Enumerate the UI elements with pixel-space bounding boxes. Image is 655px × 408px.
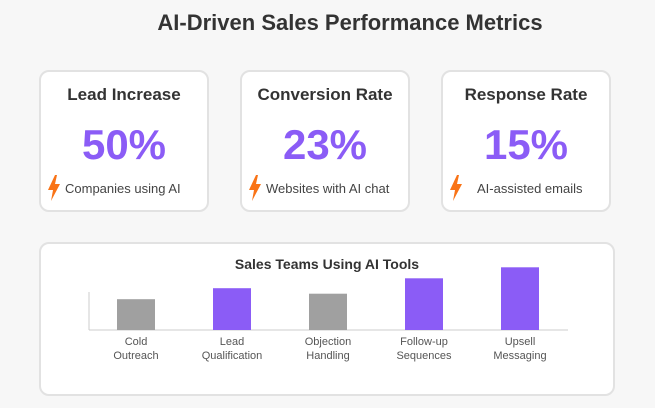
page-title: AI-Driven Sales Performance Metrics <box>157 10 543 35</box>
chart-bar <box>405 278 443 330</box>
x-tick-label: Objection <box>305 336 351 348</box>
metric-card-lead-increase: Lead Increase 50% Companies using AI <box>39 70 209 212</box>
x-tick-label: Sequences <box>396 350 452 362</box>
chart-bar <box>117 299 155 330</box>
card-note-text: Websites with AI chat <box>266 180 390 196</box>
bar-chart: Cold Outreach Lead Qualification Objection Ha… <box>88 267 568 362</box>
chart-title: Sales Teams Using AI Tools <box>234 256 420 272</box>
card-value: 50% <box>81 121 167 168</box>
card-title: Conversion Rate <box>257 85 393 104</box>
x-tick-label: Lead <box>220 336 244 348</box>
card-title: Response Rate <box>464 85 588 104</box>
chart-bar <box>213 288 251 330</box>
card-note: Companies using AI <box>47 175 181 201</box>
x-tick-label: Qualification <box>202 350 263 362</box>
metric-card-response-rate: Response Rate 15% AI-assisted emails <box>441 70 611 212</box>
x-tick-label: Upsell <box>505 336 536 348</box>
x-tick-label: Outreach <box>113 350 158 362</box>
card-value: 15% <box>483 121 569 168</box>
x-tick-label: Follow-up <box>400 336 448 348</box>
x-tick-label: Messaging <box>493 350 546 362</box>
lightning-bolt-icon <box>48 175 60 201</box>
chart-bar <box>501 267 539 330</box>
card-value: 23% <box>282 121 368 168</box>
card-note: AI-assisted emails <box>449 175 582 201</box>
x-tick-label: Cold <box>125 336 148 348</box>
metric-card-conversion-rate: Conversion Rate 23% Websites with AI cha… <box>240 70 410 212</box>
card-note: Websites with AI chat <box>248 175 389 201</box>
lightning-bolt-icon <box>249 175 261 201</box>
chart-panel: Sales Teams Using AI Tools Cold Outreach L… <box>39 242 615 396</box>
card-note-text: AI-assisted emails <box>477 180 583 196</box>
chart-bar <box>309 293 347 330</box>
lightning-bolt-icon <box>450 175 462 201</box>
card-note-text: Companies using AI <box>65 180 181 196</box>
x-tick-label: Handling <box>306 350 349 362</box>
card-title: Lead Increase <box>67 85 181 104</box>
